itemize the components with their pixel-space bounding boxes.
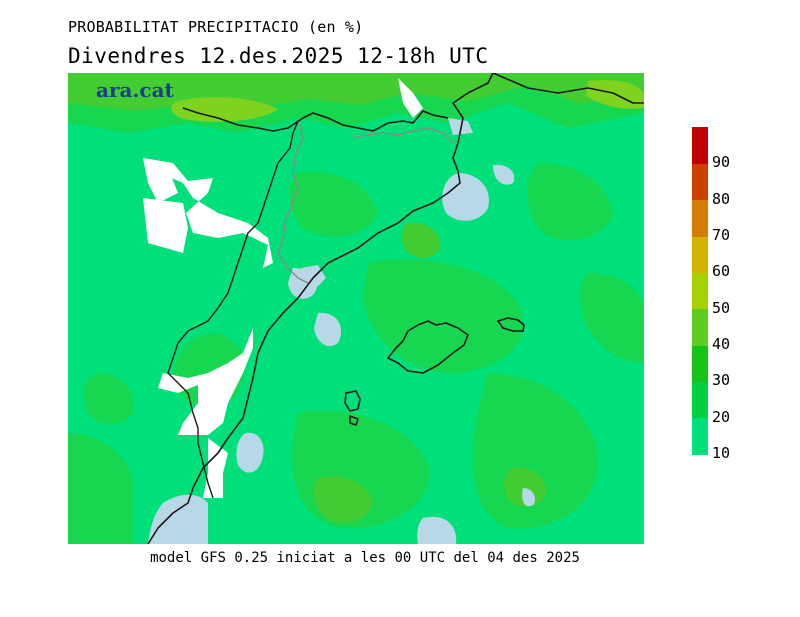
scale-segment-70 — [692, 199, 708, 237]
chart-title: PROBABILITAT PRECIPITACIO (en %) — [68, 18, 364, 36]
scale-segment-60 — [692, 236, 708, 273]
scale-segment-50 — [692, 272, 708, 310]
scale-label-40: 40 — [712, 335, 731, 353]
scale-segment-20 — [692, 381, 708, 419]
scale-segment-30 — [692, 345, 708, 382]
scale-segment-top — [692, 127, 708, 128]
scale-segment-90 — [692, 127, 708, 164]
chart-subtitle: Divendres 12.des.2025 12-18h UTC — [68, 44, 489, 68]
model-run-note: model GFS 0.25 iniciat a les 00 UTC del … — [150, 550, 580, 566]
regional-border — [277, 120, 454, 284]
scale-label-10: 10 — [712, 444, 731, 462]
scale-label-90: 90 — [712, 153, 731, 172]
coastline-interior-border — [167, 120, 299, 499]
country-border-north — [182, 73, 644, 132]
below-10-sea-areas — [148, 118, 535, 544]
scale-segment-80 — [692, 163, 708, 201]
coastline — [147, 73, 525, 544]
scale-label-50: 50 — [712, 298, 731, 317]
below-10-land-areas — [143, 78, 423, 498]
scale-label-80: 80 — [712, 189, 731, 208]
ara-cat-logo: ara.cat — [96, 78, 174, 102]
scale-segment-10 — [692, 417, 708, 455]
scale-segment-40 — [692, 308, 708, 346]
scale-label-20: 20 — [712, 407, 731, 426]
scale-label-60: 60 — [712, 262, 731, 281]
precipitation-probability-map — [68, 73, 644, 544]
scale-label-30: 30 — [712, 371, 731, 390]
color-scale-bar — [692, 127, 708, 455]
scale-label-70: 70 — [712, 226, 731, 244]
